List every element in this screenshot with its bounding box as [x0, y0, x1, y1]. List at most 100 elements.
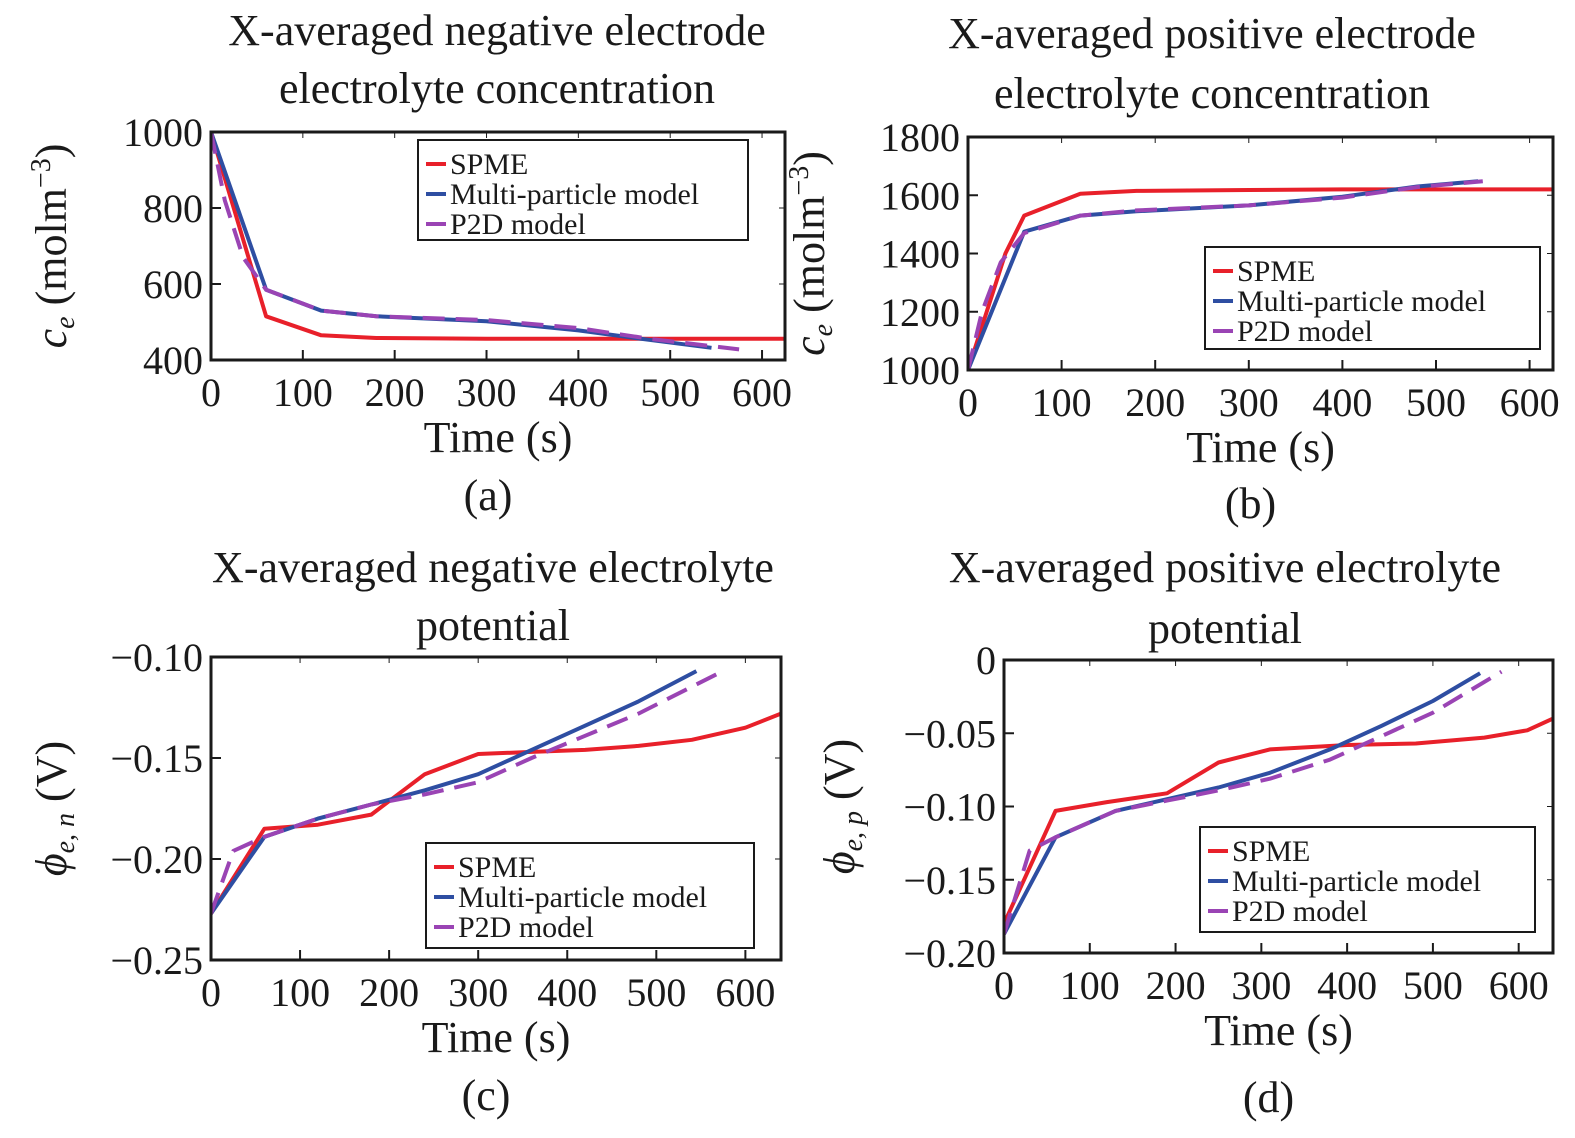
x-tick-label: 300	[1219, 380, 1279, 425]
panel-caption: (c)	[462, 1071, 511, 1120]
chart-d: X-averaged positive electrolyte potential…	[815, 543, 1555, 1122]
chart-title-line: X-averaged positive electrolyte	[949, 543, 1501, 592]
y-tick-label: 800	[143, 186, 203, 231]
y-tick-label: 1400	[880, 232, 960, 277]
y-tick-label: 400	[143, 338, 203, 383]
legend-box	[1199, 826, 1536, 933]
chart-title-line: electrolyte concentration	[279, 64, 715, 113]
chart-title-line: X-averaged negative electrode	[228, 6, 765, 55]
x-tick-label: 100	[1060, 963, 1120, 1008]
x-tick-label: 0	[201, 370, 221, 415]
x-tick-label: 200	[1146, 963, 1206, 1008]
y-tick-label: 1200	[880, 290, 960, 335]
series-line-p2d-model	[1004, 669, 1503, 935]
y-axis-label: ϕe, n (V)	[27, 741, 81, 876]
legend-box	[1204, 246, 1541, 350]
x-tick-label: 100	[270, 970, 330, 1015]
y-tick-label: 600	[143, 262, 203, 307]
x-axis-label: Time (s)	[1186, 423, 1335, 472]
series-line-multi-particle-model	[211, 669, 698, 915]
x-tick-label: 600	[1500, 380, 1560, 425]
x-tick-label: 400	[548, 370, 608, 415]
plot-frame	[209, 655, 783, 962]
series-line-p2d-model	[968, 179, 1483, 370]
series-group	[1004, 669, 1553, 935]
x-axis-label: Time (s)	[422, 1013, 571, 1062]
y-tick-label: −0.15	[903, 858, 996, 903]
legend-label: Multi-particle model	[450, 178, 699, 211]
y-tick-label: −0.10	[110, 635, 203, 680]
x-axis-label: Time (s)	[424, 413, 573, 462]
x-tick-label: 400	[1312, 380, 1372, 425]
y-tick-label: −0.15	[110, 736, 203, 781]
chart-b: X-averaged positive electrode electrolyte…	[784, 9, 1560, 528]
x-tick-label: 500	[640, 370, 700, 415]
x-tick-label: 0	[958, 380, 978, 425]
y-tick-label: −0.20	[903, 931, 996, 976]
chart-title-line: electrolyte concentration	[994, 69, 1430, 118]
panel-caption: (b)	[1225, 479, 1276, 528]
legend-item: P2D model	[1213, 315, 1373, 348]
y-tick-label: −0.20	[110, 837, 203, 882]
y-axis-label: ϕe, p (V)	[815, 739, 869, 874]
legend-label: P2D model	[458, 911, 594, 944]
y-tick-label: 0	[976, 638, 996, 683]
x-tick-label: 0	[201, 970, 221, 1015]
legend-item: Multi-particle model	[1208, 865, 1481, 898]
chart-title-line: X-averaged positive electrode	[948, 9, 1476, 58]
x-tick-label: 200	[359, 970, 419, 1015]
y-axis-label: ce (molm−3)	[784, 151, 839, 356]
y-tick-label: 1000	[880, 348, 960, 393]
series-line-p2d-model	[211, 671, 720, 915]
panel-caption: (d)	[1243, 1073, 1294, 1122]
series-line-spme	[968, 187, 1553, 370]
legend-label: P2D model	[450, 208, 586, 241]
legend-item: Multi-particle model	[434, 881, 707, 914]
y-tick-label: 1600	[880, 173, 960, 218]
legend-item: P2D model	[434, 911, 594, 944]
series-group	[968, 179, 1553, 370]
legend-label: Multi-particle model	[1237, 285, 1486, 318]
x-tick-label: 500	[1406, 380, 1466, 425]
series-line-spme	[1004, 716, 1553, 925]
panel-caption: (a)	[464, 471, 513, 520]
legend-label: SPME	[458, 851, 536, 884]
series-line-spme	[211, 711, 781, 915]
plot-frame	[209, 130, 787, 362]
x-tick-label: 200	[365, 370, 425, 415]
x-tick-label: 600	[732, 370, 792, 415]
x-tick-label: 400	[1317, 963, 1377, 1008]
series-line-p2d-model	[211, 132, 740, 352]
x-tick-label: 300	[448, 970, 508, 1015]
legend-item: P2D model	[1208, 895, 1368, 928]
y-tick-label: 1800	[880, 115, 960, 160]
legend-item: SPME	[1208, 835, 1310, 868]
x-tick-label: 400	[537, 970, 597, 1015]
legend-item: SPME	[1213, 255, 1315, 288]
legend-box	[425, 842, 755, 949]
series-group	[211, 132, 785, 352]
legend-box	[417, 139, 749, 241]
chart-c: X-averaged negative electrolyte potential…	[27, 543, 783, 1120]
y-tick-label: −0.05	[903, 711, 996, 756]
legend-label: P2D model	[1237, 315, 1373, 348]
chart-a: X-averaged negative electrode electrolyte…	[26, 6, 792, 520]
series-group	[211, 669, 781, 915]
legend-label: SPME	[1232, 835, 1310, 868]
y-tick-label: −0.10	[903, 785, 996, 830]
legend-item: P2D model	[426, 208, 586, 241]
legend-item: SPME	[426, 148, 528, 181]
chart-title-line: potential	[416, 601, 570, 650]
legend-label: Multi-particle model	[1232, 865, 1481, 898]
y-axis-label: ce (molm−3)	[26, 144, 81, 349]
x-tick-label: 600	[715, 970, 775, 1015]
x-tick-label: 300	[457, 370, 517, 415]
legend-item: Multi-particle model	[1213, 285, 1486, 318]
x-tick-label: 0	[994, 963, 1014, 1008]
x-axis-label: Time (s)	[1204, 1006, 1353, 1055]
x-tick-label: 600	[1489, 963, 1549, 1008]
